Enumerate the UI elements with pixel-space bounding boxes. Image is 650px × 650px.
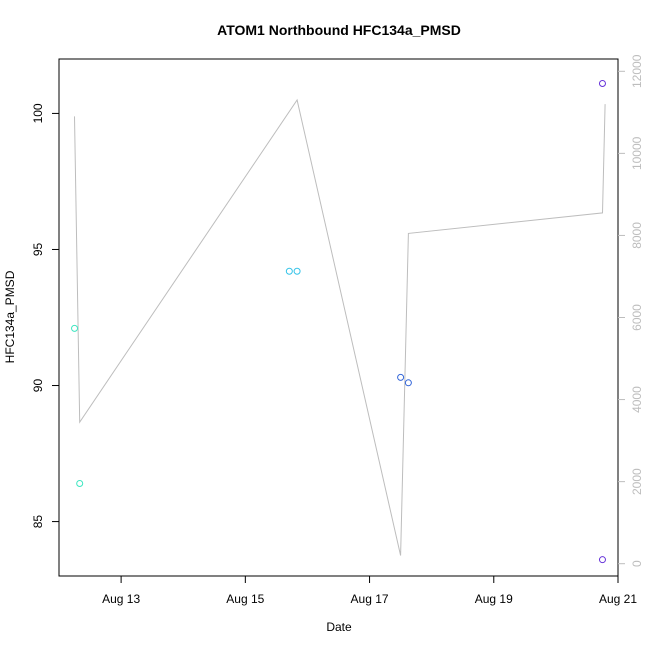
y-axis-right: 0 2000 4000 6000 8000 10000 12000 xyxy=(618,54,644,567)
y-axis-label: HFC134a_PMSD xyxy=(3,270,17,363)
x-axis-label: Date xyxy=(326,620,352,634)
x-tick-label: Aug 13 xyxy=(102,592,140,606)
y-axis-left: 85 90 95 100 xyxy=(31,103,59,528)
y-left-tick-label: 85 xyxy=(31,515,45,529)
data-point xyxy=(598,79,606,87)
series-line xyxy=(74,98,606,556)
data-point xyxy=(397,373,405,381)
data-point xyxy=(404,379,412,387)
y-right-tick-label: 12000 xyxy=(630,54,644,88)
data-point xyxy=(293,267,301,275)
x-tick-label: Aug 17 xyxy=(351,592,389,606)
x-tick-label: Aug 19 xyxy=(475,592,513,606)
y-right-tick-label: 0 xyxy=(630,560,644,567)
data-point xyxy=(76,479,84,487)
data-point xyxy=(285,267,293,275)
y-right-tick-label: 2000 xyxy=(630,468,644,495)
data-point xyxy=(71,324,79,332)
data-point xyxy=(598,556,606,564)
y-right-tick-label: 4000 xyxy=(630,386,644,413)
plot-frame xyxy=(58,58,619,577)
y-left-tick-label: 100 xyxy=(31,103,45,123)
x-tick-label: Aug 15 xyxy=(226,592,264,606)
chart-title: ATOM1 Northbound HFC134a_PMSD xyxy=(217,22,461,38)
x-axis: Aug 13 Aug 15 Aug 17 Aug 19 Aug 21 xyxy=(102,576,637,606)
y-right-tick-label: 10000 xyxy=(630,136,644,170)
line-series xyxy=(74,98,606,556)
y-left-tick-label: 95 xyxy=(31,242,45,256)
y-right-tick-label: 6000 xyxy=(630,304,644,331)
x-tick-label: Aug 21 xyxy=(599,592,637,606)
y-left-tick-label: 90 xyxy=(31,379,45,393)
scatter-series xyxy=(71,79,606,564)
y-right-tick-label: 8000 xyxy=(630,222,644,249)
